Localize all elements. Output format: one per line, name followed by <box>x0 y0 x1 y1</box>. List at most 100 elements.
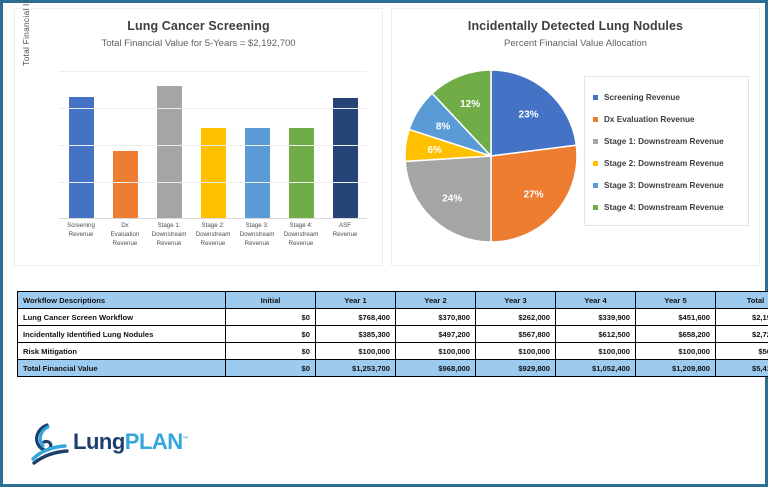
table-cell: $0 <box>225 308 316 326</box>
table-column-header: Year 4 <box>555 291 636 309</box>
table-cell: Risk Mitigation <box>17 342 226 360</box>
table-cell: $385,300 <box>315 325 396 343</box>
x-axis-label: Dx Evaluation Revenue <box>110 222 140 247</box>
legend-item-label: Stage 3: Downstream Revenue <box>604 180 724 190</box>
legend-item-label: Stage 2: Downstream Revenue <box>604 158 724 168</box>
table-column-header: Year 2 <box>395 291 476 309</box>
legend-swatch-icon <box>593 94 598 100</box>
table-cell: $100,000 <box>315 342 396 360</box>
bar-chart-panel: Lung Cancer Screening Total Financial Va… <box>14 0 383 266</box>
legend-item[interactable]: Dx Evaluation Revenue <box>593 108 742 130</box>
financial-table: Workflow Descriptions Initial Year 1 Year 2… <box>17 291 768 377</box>
table-column-header: Initial <box>225 291 316 309</box>
legend-item[interactable]: Stage 4: Downstream Revenue <box>593 196 742 218</box>
bar-chart-x-axis-labels: Screening Revenue Dx Evaluation Revenue Stage… <box>59 221 367 248</box>
pie-chart-graphic: 23% 27% 24% 6% 8% 12% <box>400 65 582 255</box>
logo-tm-mark: ™ <box>182 436 189 443</box>
table-column-header: Year 5 <box>635 291 716 309</box>
table-cell: $0 <box>225 325 316 343</box>
bar-chart-plot-area: Total Financial Impact - $ Screening Reve… <box>21 0 367 259</box>
legend-item-label: Stage 1: Downstream Revenue <box>604 136 724 146</box>
logo-plan-text: PLAN <box>124 429 183 454</box>
bar[interactable] <box>288 127 314 218</box>
charts-row: Lung Cancer Screening Total Financial Va… <box>14 0 760 266</box>
legend-swatch-icon <box>593 160 598 166</box>
gridline <box>59 108 367 109</box>
ribbon-icon <box>31 423 69 465</box>
bar-chart-title: Lung Cancer Screening <box>127 19 270 33</box>
table-total-row: Total Financial Value $0 $1,253,700 $968,00… <box>17 359 768 377</box>
x-axis-label: ASF Revenue <box>332 222 358 238</box>
table-cell: Total Financial Value <box>17 359 226 377</box>
table-cell: $1,253,700 <box>315 359 396 377</box>
bar[interactable] <box>112 151 138 218</box>
x-axis-label: Stage 1: Downstream Revenue <box>151 222 187 247</box>
pie-chart-panel: Incidentally Detected Lung Nodules Perce… <box>391 8 760 266</box>
table-cell: $262,000 <box>475 308 556 326</box>
gridline <box>59 71 367 72</box>
table-cell: Lung Cancer Screen Workflow <box>17 308 226 326</box>
table-cell: $1,052,400 <box>555 359 636 377</box>
x-axis-label: Stage 2: Downstream Revenue <box>195 222 231 247</box>
pie-slice-label: 23% <box>519 109 539 120</box>
pie-chart-subtitle: Percent Financial Value Allocation <box>504 38 647 49</box>
table-column-header: Total <box>715 291 768 309</box>
bar-chart-subtitle: Total Financial Value for 5-Years = $2,1… <box>101 38 296 49</box>
table-cell: $500,000 <box>715 342 768 360</box>
pie-slice[interactable] <box>490 69 578 157</box>
legend-item-label: Stage 4: Downstream Revenue <box>604 202 724 212</box>
table-cell: $5,413,700 <box>715 359 768 377</box>
x-axis-label: Screening Revenue <box>67 222 95 238</box>
legend-item[interactable]: Stage 2: Downstream Revenue <box>593 152 742 174</box>
legend-swatch-icon <box>593 204 598 210</box>
table-cell: $339,900 <box>555 308 636 326</box>
legend-item-label: Screening Revenue <box>604 92 680 102</box>
bar[interactable] <box>156 86 182 218</box>
legend-swatch-icon <box>593 138 598 144</box>
bar[interactable] <box>332 98 358 218</box>
table-cell: $658,200 <box>635 325 716 343</box>
table-cell: $370,800 <box>395 308 476 326</box>
table-row: Lung Cancer Screen Workflow $0 $768,400 $37… <box>17 308 768 326</box>
legend-swatch-icon <box>593 182 598 188</box>
table-row: Risk Mitigation $0 $100,000 $100,000 $100,00… <box>17 342 768 360</box>
bar[interactable] <box>200 127 226 218</box>
lungplan-logo: LungPLAN™ <box>27 421 207 467</box>
legend-swatch-icon <box>593 116 598 122</box>
pie-slice-label: 27% <box>524 190 544 201</box>
x-axis-label: Stage 4: Downstream Revenue <box>283 222 319 247</box>
table-cell: $2,192,700 <box>715 308 768 326</box>
legend-item[interactable]: Stage 3: Downstream Revenue <box>593 174 742 196</box>
pie-slice-label: 6% <box>427 145 442 156</box>
table-cell: $100,000 <box>555 342 636 360</box>
table-cell: $2,721,000 <box>715 325 768 343</box>
table-cell: $0 <box>225 359 316 377</box>
financial-table-wrap: Workflow Descriptions Initial Year 1 Year 2… <box>17 291 768 377</box>
table-cell: $0 <box>225 342 316 360</box>
pie-svg: 23% 27% 24% 6% 8% 12% <box>404 69 578 243</box>
logo-wordmark: LungPLAN™ <box>73 429 189 455</box>
table-column-header: Year 1 <box>315 291 396 309</box>
pie-slice[interactable] <box>490 144 578 243</box>
table-cell: $612,500 <box>555 325 636 343</box>
legend-item[interactable]: Screening Revenue <box>593 86 742 108</box>
pie-slice-label: 24% <box>442 193 462 204</box>
gridline <box>59 145 367 146</box>
table-cell: $929,800 <box>475 359 556 377</box>
bar[interactable] <box>68 96 94 218</box>
pie-slice[interactable] <box>431 69 492 158</box>
pie-chart-legend: Screening Revenue Dx Evaluation Revenue St… <box>584 76 749 226</box>
pie-chart-title: Incidentally Detected Lung Nodules <box>467 19 684 33</box>
table-cell: $451,600 <box>635 308 716 326</box>
bar-chart-bars <box>59 70 367 218</box>
legend-item[interactable]: Stage 1: Downstream Revenue <box>593 130 742 152</box>
pie-slice[interactable] <box>404 155 492 243</box>
bar[interactable] <box>244 127 270 218</box>
table-cell: $1,209,800 <box>635 359 716 377</box>
gridline <box>59 182 367 183</box>
table-cell: $100,000 <box>475 342 556 360</box>
table-cell: $100,000 <box>635 342 716 360</box>
table-header-row: Workflow Descriptions Initial Year 1 Year 2… <box>17 291 768 309</box>
logo-lung-text: Lung <box>73 429 125 454</box>
